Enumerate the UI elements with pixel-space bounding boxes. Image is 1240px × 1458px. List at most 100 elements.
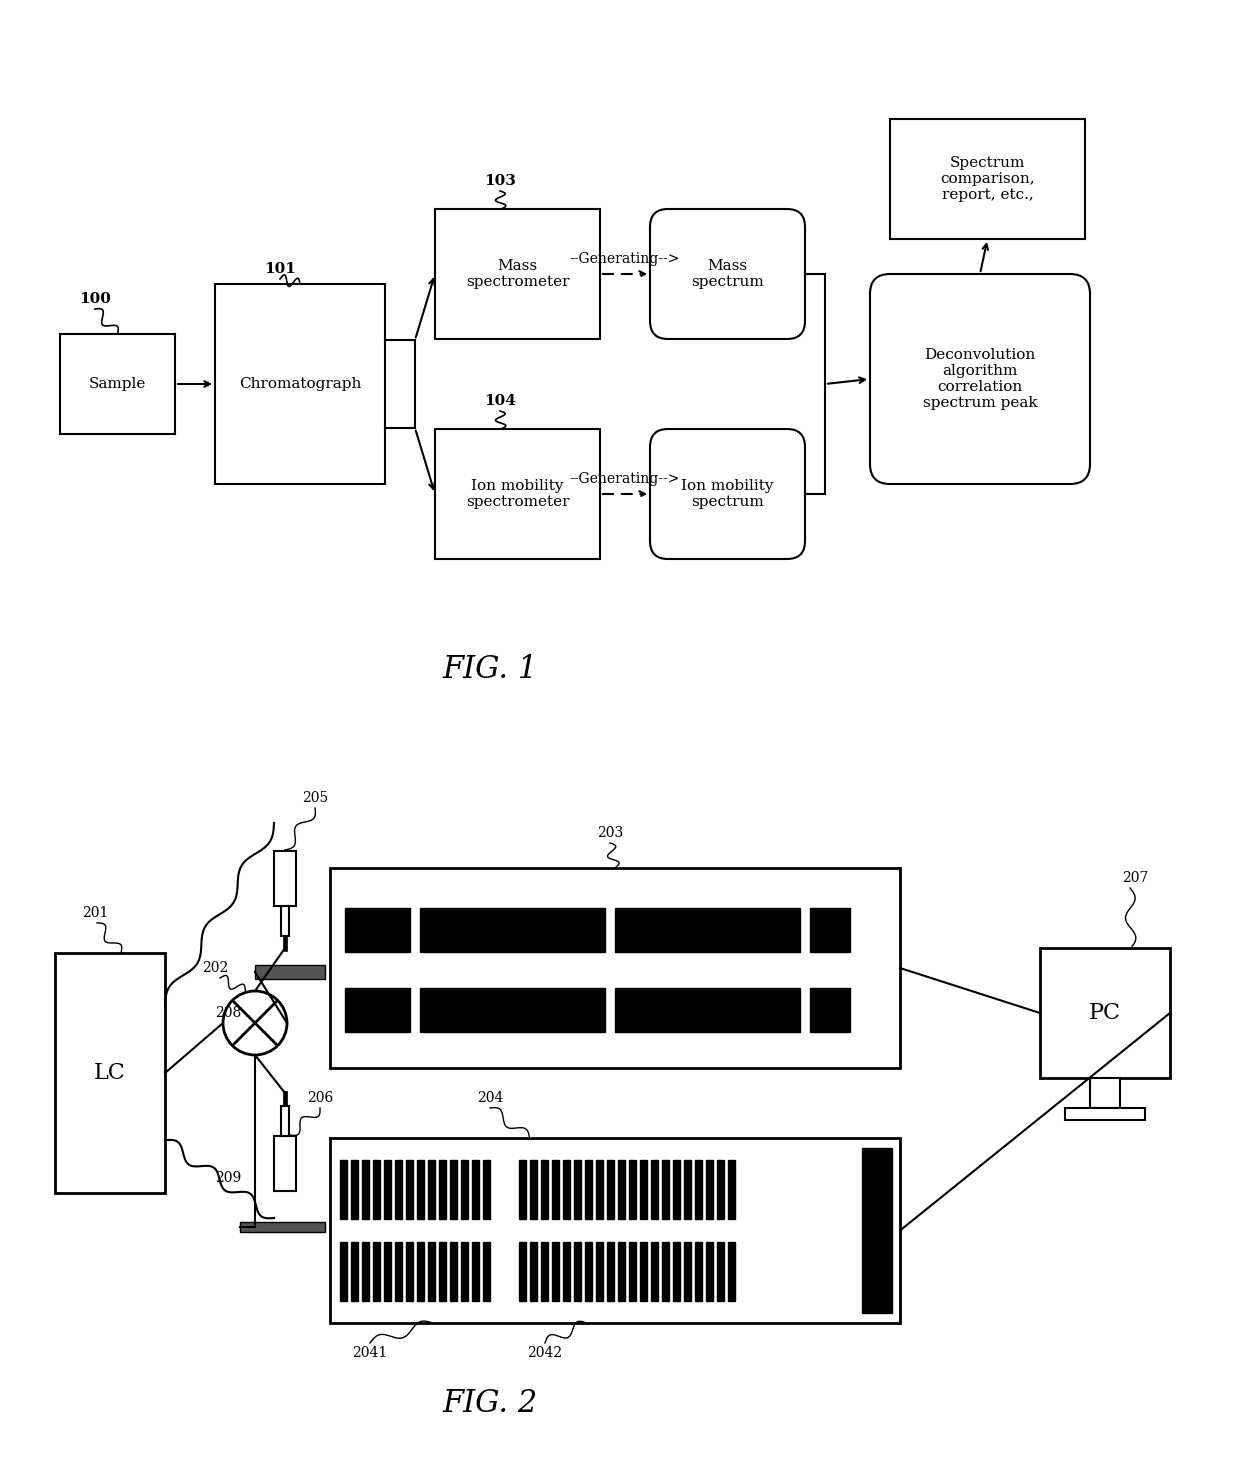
Text: FIG. 2: FIG. 2 [443, 1388, 538, 1419]
Bar [629, 1242, 636, 1301]
FancyBboxPatch shape [215, 284, 384, 484]
Bar [450, 1242, 458, 1301]
Bar [529, 1242, 537, 1301]
Text: Sample: Sample [89, 378, 146, 391]
Bar [618, 1161, 625, 1219]
Bar [706, 1242, 713, 1301]
FancyBboxPatch shape [435, 208, 600, 340]
Bar [728, 1242, 735, 1301]
Text: 202: 202 [202, 961, 228, 975]
Text: Ion mobility
spectrum: Ion mobility spectrum [681, 478, 774, 509]
Bar [596, 1242, 603, 1301]
Bar [384, 1161, 391, 1219]
Text: PC: PC [1089, 1002, 1121, 1024]
Bar [450, 1161, 458, 1219]
Bar [541, 1242, 548, 1301]
Bar [585, 1242, 591, 1301]
Text: Ion mobility
spectrometer: Ion mobility spectrometer [466, 478, 569, 509]
Bar [541, 1161, 548, 1219]
Bar [673, 1242, 680, 1301]
Bar [629, 1161, 636, 1219]
Bar [684, 1242, 691, 1301]
Bar [694, 1161, 702, 1219]
Bar [345, 989, 410, 1032]
FancyBboxPatch shape [60, 334, 175, 434]
Bar [351, 1242, 358, 1301]
Bar [574, 1242, 582, 1301]
Bar [640, 1242, 647, 1301]
Text: 204: 204 [477, 1091, 503, 1105]
Bar [274, 1136, 296, 1191]
Bar [362, 1161, 370, 1219]
Bar [717, 1161, 724, 1219]
Text: --Generating-->: --Generating--> [570, 252, 681, 265]
Bar [283, 936, 286, 951]
Bar [673, 1161, 680, 1219]
Bar [615, 989, 800, 1032]
Bar [281, 905, 289, 936]
Bar [283, 1091, 286, 1105]
Text: 206: 206 [306, 1091, 334, 1105]
Text: LC: LC [94, 1061, 126, 1083]
Bar [651, 1161, 658, 1219]
FancyBboxPatch shape [255, 965, 325, 978]
Text: 101: 101 [264, 262, 296, 276]
Bar [461, 1161, 467, 1219]
Bar [585, 1161, 591, 1219]
Text: 104: 104 [484, 394, 516, 408]
Bar [384, 1242, 391, 1301]
Bar [439, 1242, 446, 1301]
Bar [420, 908, 605, 952]
Bar [651, 1242, 658, 1301]
Bar [373, 1161, 379, 1219]
Bar [396, 1161, 402, 1219]
Bar [1065, 1108, 1145, 1120]
Bar [351, 1161, 358, 1219]
Bar [694, 1242, 702, 1301]
Bar [373, 1242, 379, 1301]
Text: Spectrum
comparison,
report, etc.,: Spectrum comparison, report, etc., [940, 156, 1035, 203]
Text: 208: 208 [215, 1006, 241, 1021]
Bar [608, 1242, 614, 1301]
FancyBboxPatch shape [650, 208, 805, 340]
Bar [563, 1242, 570, 1301]
FancyBboxPatch shape [241, 1222, 325, 1232]
Bar [396, 1242, 402, 1301]
Text: 203: 203 [596, 827, 624, 840]
Text: 207: 207 [1122, 870, 1148, 885]
Bar [1090, 1077, 1120, 1108]
Bar [345, 908, 410, 952]
Text: Mass
spectrometer: Mass spectrometer [466, 260, 569, 289]
FancyBboxPatch shape [435, 429, 600, 558]
Text: --Generating-->: --Generating--> [570, 472, 681, 486]
FancyBboxPatch shape [330, 1139, 900, 1322]
Bar [362, 1242, 370, 1301]
Bar [662, 1242, 670, 1301]
Bar [615, 908, 800, 952]
Text: 100: 100 [79, 292, 110, 306]
Text: 103: 103 [484, 174, 516, 188]
Bar [417, 1161, 424, 1219]
Bar [684, 1161, 691, 1219]
Bar [274, 850, 296, 905]
Bar [340, 1161, 347, 1219]
Bar [574, 1161, 582, 1219]
Bar [596, 1161, 603, 1219]
Bar [640, 1161, 647, 1219]
Bar [520, 1242, 526, 1301]
Text: 209: 209 [215, 1171, 241, 1185]
Bar [484, 1161, 490, 1219]
Text: Chromatograph: Chromatograph [239, 378, 361, 391]
Bar [281, 1105, 289, 1136]
Text: 2042: 2042 [527, 1346, 563, 1360]
Bar [810, 908, 849, 952]
Bar [608, 1161, 614, 1219]
Bar [618, 1242, 625, 1301]
Bar [520, 1161, 526, 1219]
Bar [706, 1161, 713, 1219]
FancyBboxPatch shape [1040, 948, 1171, 1077]
Text: Mass
spectrum: Mass spectrum [691, 260, 764, 289]
Bar [428, 1242, 435, 1301]
Bar [461, 1242, 467, 1301]
Bar [862, 1147, 892, 1314]
